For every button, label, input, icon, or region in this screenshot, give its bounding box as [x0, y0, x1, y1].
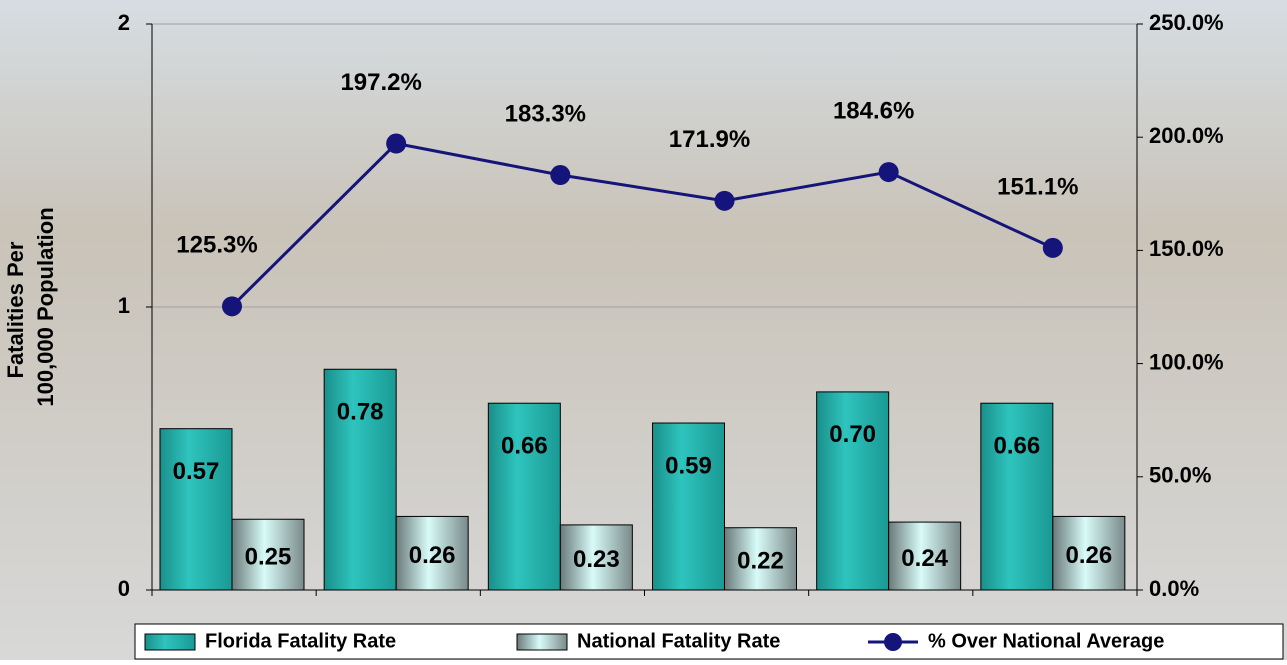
bar [231, 518, 305, 591]
data-label: 184.6% [833, 97, 914, 124]
bar [724, 527, 797, 591]
legend-box [134, 623, 1284, 660]
data-label: 0.66 [501, 433, 548, 460]
y-tick-label: 2 [118, 10, 130, 35]
line-marker [386, 133, 407, 154]
data-label: 0.24 [901, 545, 948, 572]
data-label: 171.9% [669, 126, 750, 153]
bar [1052, 515, 1126, 591]
bar [980, 402, 1054, 591]
y-tick-label: 0 [118, 576, 130, 601]
bar [159, 428, 233, 591]
bar [816, 391, 890, 591]
data-label: 0.66 [993, 433, 1040, 460]
data-label: 197.2% [340, 69, 421, 96]
line-marker [222, 296, 242, 317]
y2-tick-label: 100.0% [1149, 349, 1224, 374]
legend-swatch [516, 633, 568, 651]
y-axis-label-line: Fatalities Per [3, 241, 28, 378]
data-label: 0.57 [173, 458, 220, 485]
data-label: 125.3% [176, 232, 257, 259]
legend-swatch [144, 633, 196, 651]
y-tick-label: 1 [118, 293, 130, 318]
legend-label: % Over National Average [928, 630, 1164, 652]
line [230, 141, 1054, 308]
line-marker [550, 165, 571, 186]
bar [888, 521, 962, 591]
legend-label: Florida Fatality Rate [205, 630, 396, 652]
data-label: 0.70 [829, 421, 876, 448]
legend-marker [884, 633, 902, 651]
line-marker [878, 162, 899, 183]
y-axis-label-line: 100,000 Population [33, 207, 58, 406]
bar [487, 402, 561, 591]
data-label: 0.59 [665, 452, 712, 479]
line-marker [1042, 237, 1063, 258]
bar [559, 524, 633, 591]
bar [323, 368, 397, 591]
line-marker [714, 190, 735, 211]
y2-tick-label: 200.0% [1149, 123, 1224, 148]
data-label: 0.23 [573, 546, 620, 573]
data-label: 0.26 [1065, 542, 1112, 569]
bar [652, 422, 725, 591]
y2-tick-label: 0.0% [1149, 576, 1199, 601]
y-axis-label: Fatalities Per 100,000 Population [3, 207, 58, 406]
data-label: 0.25 [245, 544, 292, 571]
y2-tick-label: 250.0% [1149, 10, 1224, 35]
bar [395, 515, 469, 591]
data-label: 0.78 [337, 399, 384, 426]
legend-label: National Fatality Rate [577, 630, 780, 652]
y2-tick-label: 150.0% [1149, 236, 1224, 261]
data-label: 151.1% [997, 173, 1078, 200]
data-label: 0.22 [737, 547, 784, 574]
data-label: 0.26 [409, 542, 456, 569]
y2-tick-label: 50.0% [1149, 463, 1211, 488]
data-label: 183.3% [505, 100, 586, 127]
